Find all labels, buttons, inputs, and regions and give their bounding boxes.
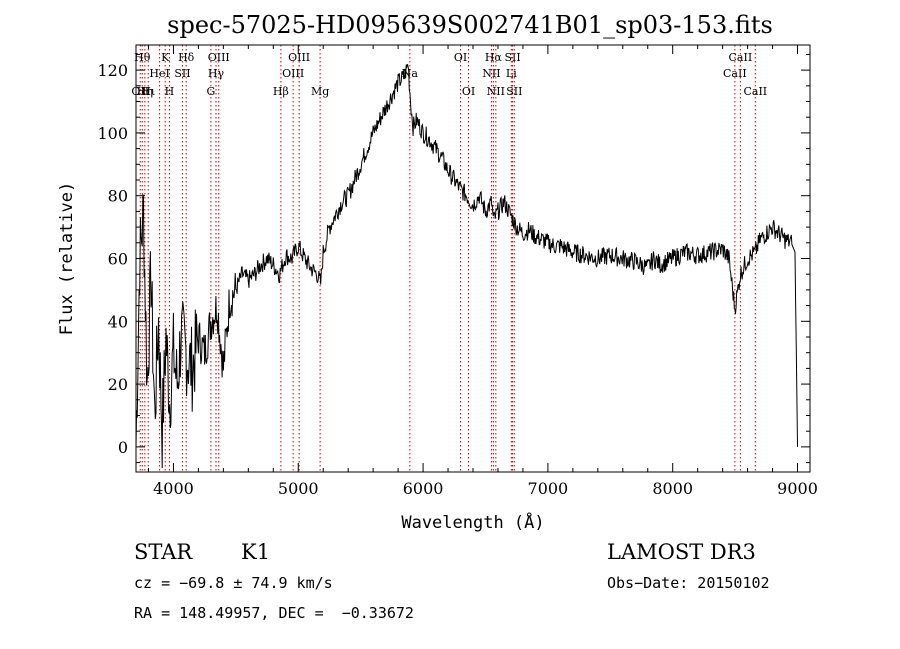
x-tick-label: 9000	[777, 479, 818, 498]
line-marker-label: NII	[482, 67, 500, 80]
x-tick-label: 8000	[652, 479, 693, 498]
line-marker-label: K	[161, 51, 170, 64]
line-marker-label: Mg	[311, 85, 329, 98]
object-class: STAR	[134, 540, 193, 564]
line-marker-label: Hβ	[273, 85, 289, 98]
line-marker-label: CaII	[723, 67, 747, 80]
line-marker-label: CaII	[729, 51, 753, 64]
line-marker-label: OI	[462, 85, 475, 98]
y-tick-label: 0	[118, 438, 128, 457]
line-marker-label: NII	[487, 85, 505, 98]
line-marker-label: Hδ	[178, 51, 195, 64]
line-marker-label: Li	[506, 67, 517, 80]
chart-title: spec-57025-HD095639S002741B01_sp03-153.f…	[167, 11, 773, 39]
x-tick-label: 5000	[278, 479, 319, 498]
line-marker-label: Hη	[137, 85, 153, 98]
line-marker-label: Hα	[485, 51, 503, 64]
line-marker-label: HeI	[149, 67, 169, 80]
line-marker-label: SII	[174, 67, 190, 80]
y-tick-label: 20	[108, 375, 128, 394]
line-marker-label: CaII	[743, 85, 767, 98]
line-marker-label: OIII	[288, 51, 310, 64]
object-subclass: K1	[241, 540, 271, 564]
redshift-line: cz = −69.8 ± 74.9 km/s	[134, 574, 333, 592]
y-tick-label: 60	[108, 250, 128, 269]
y-tick-label: 120	[97, 61, 128, 80]
x-tick-label: 4000	[153, 479, 194, 498]
survey-name: LAMOST DR3	[607, 540, 756, 564]
x-tick-label: 7000	[528, 479, 569, 498]
line-marker-label: OI	[454, 51, 467, 64]
y-tick-label: 100	[97, 124, 128, 143]
plot-frame	[135, 44, 811, 473]
spectrum-series-line	[135, 64, 798, 469]
y-tick-label: 40	[108, 312, 128, 331]
x-tick-label: 6000	[403, 479, 444, 498]
line-marker-label: G	[206, 85, 215, 98]
line-marker-label: Hγ	[208, 67, 225, 80]
coords-line: RA = 148.49957, DEC = −0.33672	[134, 604, 414, 622]
y-axis-label: Flux (relative)	[57, 182, 77, 336]
line-marker-label: H	[165, 85, 175, 98]
x-axis-label: Wavelength (Å)	[401, 511, 544, 533]
line-marker-label: OIII	[282, 67, 304, 80]
obs-date: Obs−Date: 20150102	[607, 574, 770, 592]
line-marker-label: SII	[504, 51, 520, 64]
line-marker-label: Hι	[141, 85, 155, 98]
line-marker-label: SII	[506, 85, 522, 98]
y-tick-label: 80	[108, 187, 128, 206]
line-marker-label: OIII	[208, 51, 230, 64]
